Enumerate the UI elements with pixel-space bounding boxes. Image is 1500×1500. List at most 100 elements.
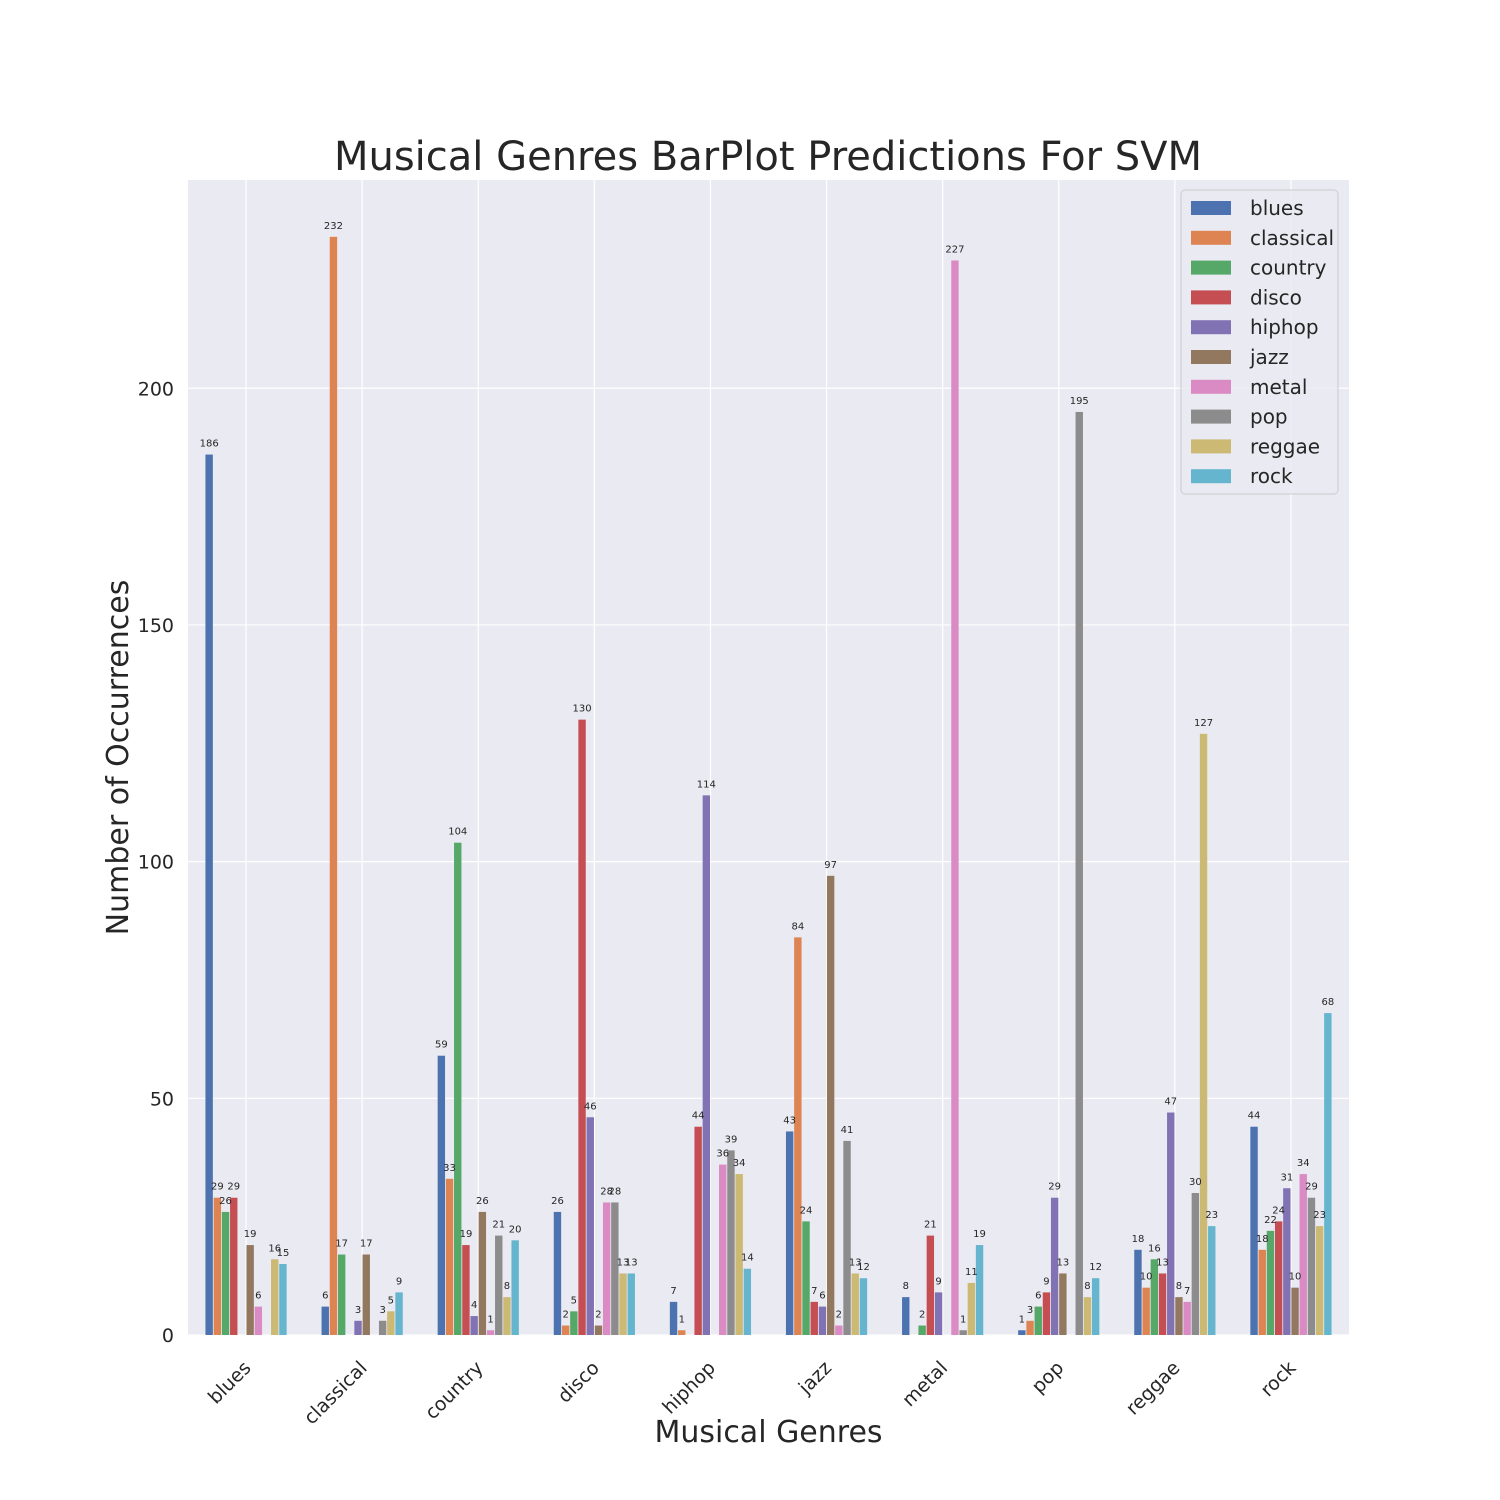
bar-value-label: 3: [379, 1305, 385, 1316]
bar-value-label: 26: [476, 1196, 489, 1207]
bar-value-label: 19: [244, 1229, 257, 1240]
bar-disco-disco: [578, 719, 586, 1335]
bar-value-label: 8: [1176, 1281, 1182, 1292]
bar-rock-jazz: [859, 1278, 868, 1335]
bar-value-label: 16: [268, 1243, 281, 1254]
bar-rock-disco: [627, 1273, 635, 1335]
bar-pop-disco: [611, 1202, 619, 1335]
legend-label-reggae: reggae: [1250, 434, 1320, 458]
legend-label-country: country: [1250, 256, 1327, 280]
legend-label-jazz: jazz: [1249, 345, 1289, 369]
bar-value-label: 14: [741, 1253, 754, 1264]
legend-swatch-reggae: [1191, 439, 1231, 454]
bar-value-label: 1: [1019, 1314, 1025, 1325]
bar-value-label: 2: [836, 1310, 842, 1321]
bar-value-label: 9: [396, 1276, 402, 1287]
bar-value-label: 59: [435, 1040, 448, 1051]
bar-value-label: 17: [335, 1239, 348, 1250]
bar-country-pop: [1034, 1306, 1042, 1335]
bar-value-label: 29: [1305, 1182, 1318, 1193]
bar-value-label: 5: [388, 1295, 394, 1306]
bar-disco-pop: [1042, 1292, 1051, 1335]
bar-value-label: 9: [1043, 1276, 1049, 1287]
bar-value-label: 9: [935, 1276, 941, 1287]
bar-value-label: 21: [492, 1220, 505, 1231]
legend-label-rock: rock: [1250, 464, 1293, 488]
bar-value-label: 15: [277, 1248, 290, 1259]
legend-swatch-rock: [1191, 469, 1231, 484]
bar-value-label: 12: [857, 1262, 870, 1273]
bar-value-label: 10: [1140, 1272, 1153, 1283]
bar-value-label: 232: [324, 221, 343, 232]
bar-value-label: 127: [1194, 718, 1213, 729]
bar-value-label: 186: [200, 439, 219, 450]
bar-value-label: 19: [973, 1229, 986, 1240]
bar-pop-hiphop: [727, 1150, 735, 1335]
bar-country-blues: [221, 1211, 230, 1335]
legend-swatch-pop: [1191, 409, 1231, 424]
y-axis-label: Number of Occurrences: [101, 580, 136, 936]
legend-swatch-classical: [1191, 230, 1231, 245]
bar-value-label: 24: [1272, 1205, 1285, 1216]
bar-blues-reggae: [1134, 1249, 1142, 1335]
bar-value-label: 26: [219, 1196, 232, 1207]
legend-swatch-country: [1191, 260, 1231, 275]
bar-value-label: 39: [725, 1134, 738, 1145]
bar-value-label: 44: [1248, 1111, 1261, 1122]
bar-rock-blues: [279, 1263, 287, 1335]
bar-value-label: 1: [679, 1314, 685, 1325]
bar-value-labels: 1862926291961615623217317359593310419426…: [200, 221, 1335, 1325]
y-axis-ticks: 0 50 100 150 200: [138, 378, 174, 1347]
bar-value-label: 44: [692, 1111, 705, 1122]
bar-reggae-disco: [619, 1273, 627, 1335]
bar-blues-classical: [321, 1306, 329, 1335]
bar-classical-disco: [561, 1325, 570, 1335]
bar-rock-rock: [1324, 1013, 1332, 1335]
bar-value-label: 28: [600, 1186, 613, 1197]
bar-blues-blues: [205, 454, 213, 1335]
bar-value-label: 195: [1070, 396, 1089, 407]
bar-value-label: 7: [670, 1286, 676, 1297]
bar-value-label: 3: [1027, 1305, 1033, 1316]
bar-value-label: 34: [733, 1158, 746, 1169]
bar-country-classical: [337, 1254, 346, 1335]
bar-metal-jazz: [835, 1325, 843, 1335]
bar-classical-blues: [213, 1197, 222, 1335]
bar-pop-reggae: [1191, 1192, 1200, 1335]
bar-disco-blues: [230, 1197, 238, 1335]
bar-rock-hiphop: [743, 1268, 752, 1335]
bar-classical-rock: [1258, 1249, 1266, 1335]
bar-value-label: 114: [697, 779, 716, 790]
bar-country-jazz: [802, 1221, 810, 1335]
bar-hiphop-classical: [354, 1320, 362, 1335]
bar-value-label: 18: [1256, 1234, 1269, 1245]
bar-pop-country: [495, 1235, 503, 1335]
bar-metal-reggae: [1183, 1301, 1191, 1335]
bar-rock-pop: [1091, 1278, 1100, 1335]
y-tick-label: 200: [138, 378, 174, 400]
bar-value-label: 23: [1313, 1210, 1326, 1221]
bar-metal-disco: [602, 1202, 611, 1335]
bar-jazz-reggae: [1175, 1297, 1183, 1335]
bar-value-label: 26: [551, 1196, 564, 1207]
y-tick-label: 100: [138, 852, 174, 874]
bar-hiphop-country: [470, 1316, 478, 1335]
legend: blues classical country disco hiphop jazz meta…: [1180, 189, 1339, 495]
bar-value-label: 10: [1289, 1272, 1302, 1283]
legend-swatch-hiphop: [1191, 320, 1231, 335]
bar-jazz-jazz: [826, 875, 835, 1335]
legend-swatch-disco: [1191, 290, 1231, 305]
bar-value-label: 104: [448, 827, 467, 838]
legend-label-hiphop: hiphop: [1250, 315, 1319, 339]
bar-classical-hiphop: [678, 1330, 686, 1335]
bar-value-label: 7: [811, 1286, 817, 1297]
bar-country-rock: [1266, 1230, 1275, 1335]
bar-value-label: 29: [211, 1182, 224, 1193]
bar-blues-disco: [553, 1211, 562, 1335]
bar-blues-pop: [1018, 1330, 1026, 1335]
bar-value-label: 22: [1264, 1215, 1277, 1226]
bar-value-label: 18: [1132, 1234, 1145, 1245]
grid: [188, 180, 1349, 1336]
bar-value-label: 8: [504, 1281, 510, 1292]
